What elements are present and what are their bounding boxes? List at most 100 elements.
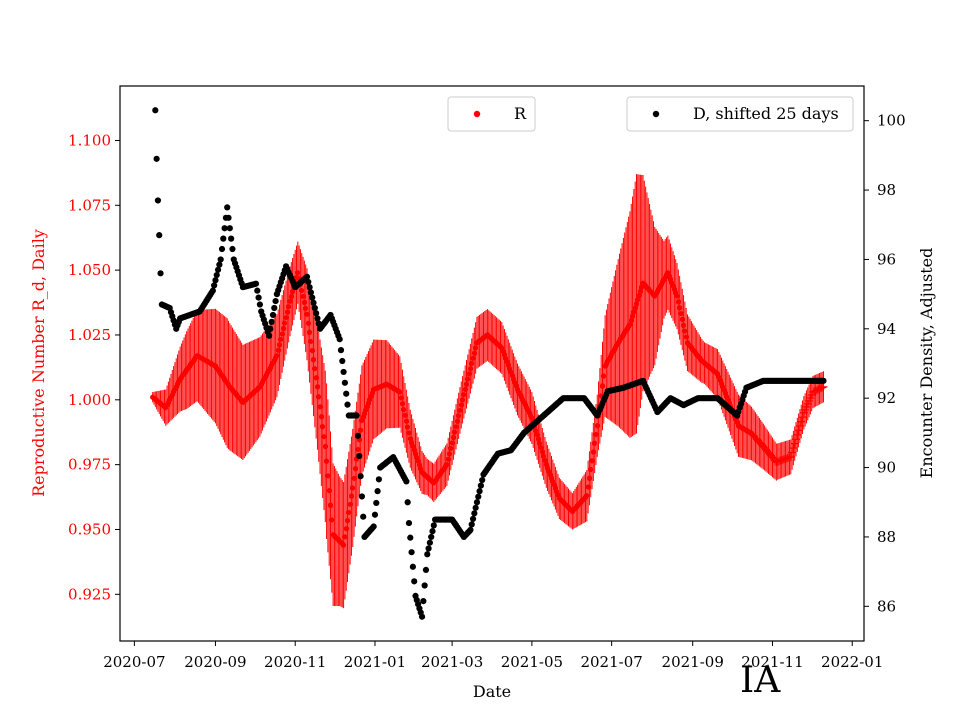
r-point <box>320 424 326 430</box>
d-point <box>225 214 232 221</box>
r-point <box>284 309 290 315</box>
r-point <box>340 542 347 548</box>
d-point <box>344 401 351 408</box>
d-point <box>152 107 159 114</box>
r-point <box>461 392 467 398</box>
x-tick-label: 2020-07 <box>103 653 165 671</box>
r-point <box>282 320 288 326</box>
x-tick-label: 2022-01 <box>821 653 883 671</box>
r-point <box>593 431 599 438</box>
r-point <box>321 433 327 440</box>
r-point <box>794 426 803 435</box>
d-point <box>411 578 418 585</box>
r-point <box>674 293 680 299</box>
r-point <box>470 355 476 361</box>
r-point <box>788 448 797 457</box>
r-point <box>586 475 593 481</box>
y-left-tick-label: 0.975 <box>68 456 111 474</box>
d-point <box>408 549 415 556</box>
r-point <box>325 473 331 479</box>
y-axis-left-title: Reproductive Number R_d, Daily <box>29 229 48 497</box>
r-point <box>465 376 471 382</box>
r-point <box>348 493 355 499</box>
d-point <box>354 432 362 439</box>
d-point <box>469 515 477 523</box>
r-point <box>347 501 353 507</box>
r-point <box>636 292 642 299</box>
d-point <box>255 294 262 301</box>
d-point <box>269 311 277 319</box>
r-point <box>299 287 305 294</box>
r-point <box>635 297 641 303</box>
d-point <box>429 528 436 535</box>
r-point <box>588 466 594 473</box>
r-point <box>300 293 306 300</box>
y-axis-left: 0.925 0.950 0.975 1.000 1.025 1.050 1.075 1.100 <box>68 131 120 603</box>
x-tick-label: 2021-07 <box>580 653 642 671</box>
d-point <box>252 280 260 287</box>
d-point <box>310 299 317 306</box>
r-point <box>317 404 323 410</box>
r-point <box>467 366 474 372</box>
y-left-tick-label: 1.025 <box>68 326 111 344</box>
d-point <box>218 245 226 253</box>
d-point <box>305 278 312 286</box>
r-point <box>452 429 458 435</box>
d-point <box>374 488 381 495</box>
y-right-tick-label: 98 <box>877 181 896 199</box>
r-point <box>453 424 459 430</box>
d-point <box>265 332 273 339</box>
r-point <box>819 382 828 391</box>
r-point <box>535 436 542 442</box>
r-point <box>592 440 598 446</box>
r-point <box>585 484 591 490</box>
y-right-tick-label: 88 <box>877 528 896 546</box>
y-left-tick-label: 1.100 <box>68 131 111 149</box>
d-point <box>229 245 236 253</box>
x-tick-label: 2021-03 <box>421 653 483 671</box>
r-point <box>601 373 607 379</box>
legend-r-marker <box>473 110 481 118</box>
r-point <box>466 371 472 377</box>
x-tick-label: 2021-05 <box>501 653 563 671</box>
r-point <box>398 395 404 401</box>
r-point <box>308 338 314 345</box>
d-point <box>313 310 320 317</box>
r-point <box>469 360 475 367</box>
r-point <box>274 353 280 359</box>
d-point <box>339 357 346 365</box>
y-right-tick-label: 86 <box>877 597 896 615</box>
r-point <box>584 493 590 499</box>
d-point <box>820 377 827 384</box>
r-point <box>342 534 348 540</box>
r-point <box>677 305 683 311</box>
r-point <box>678 310 684 317</box>
d-point <box>471 510 478 517</box>
d-point <box>217 256 224 263</box>
d-point <box>154 197 162 204</box>
r-point <box>444 462 450 468</box>
r-point <box>303 305 309 311</box>
r-point <box>276 342 283 348</box>
r-point <box>278 336 284 342</box>
d-point <box>477 482 484 489</box>
d-point <box>211 282 218 289</box>
d-point <box>430 522 437 529</box>
r-point <box>316 394 322 400</box>
r-point <box>327 502 334 508</box>
r-point <box>594 423 600 429</box>
r-point <box>351 475 357 481</box>
d-point <box>428 533 435 541</box>
r-point <box>456 413 462 419</box>
d-point <box>212 277 219 284</box>
r-point <box>446 451 453 457</box>
r-point <box>637 288 644 295</box>
d-point <box>425 545 432 552</box>
d-point <box>479 476 486 484</box>
r-point <box>473 345 479 351</box>
r-point <box>310 357 317 363</box>
r-point <box>301 299 307 305</box>
y-left-tick-label: 1.075 <box>68 196 111 214</box>
r-point <box>283 314 289 321</box>
d-point <box>357 473 364 480</box>
